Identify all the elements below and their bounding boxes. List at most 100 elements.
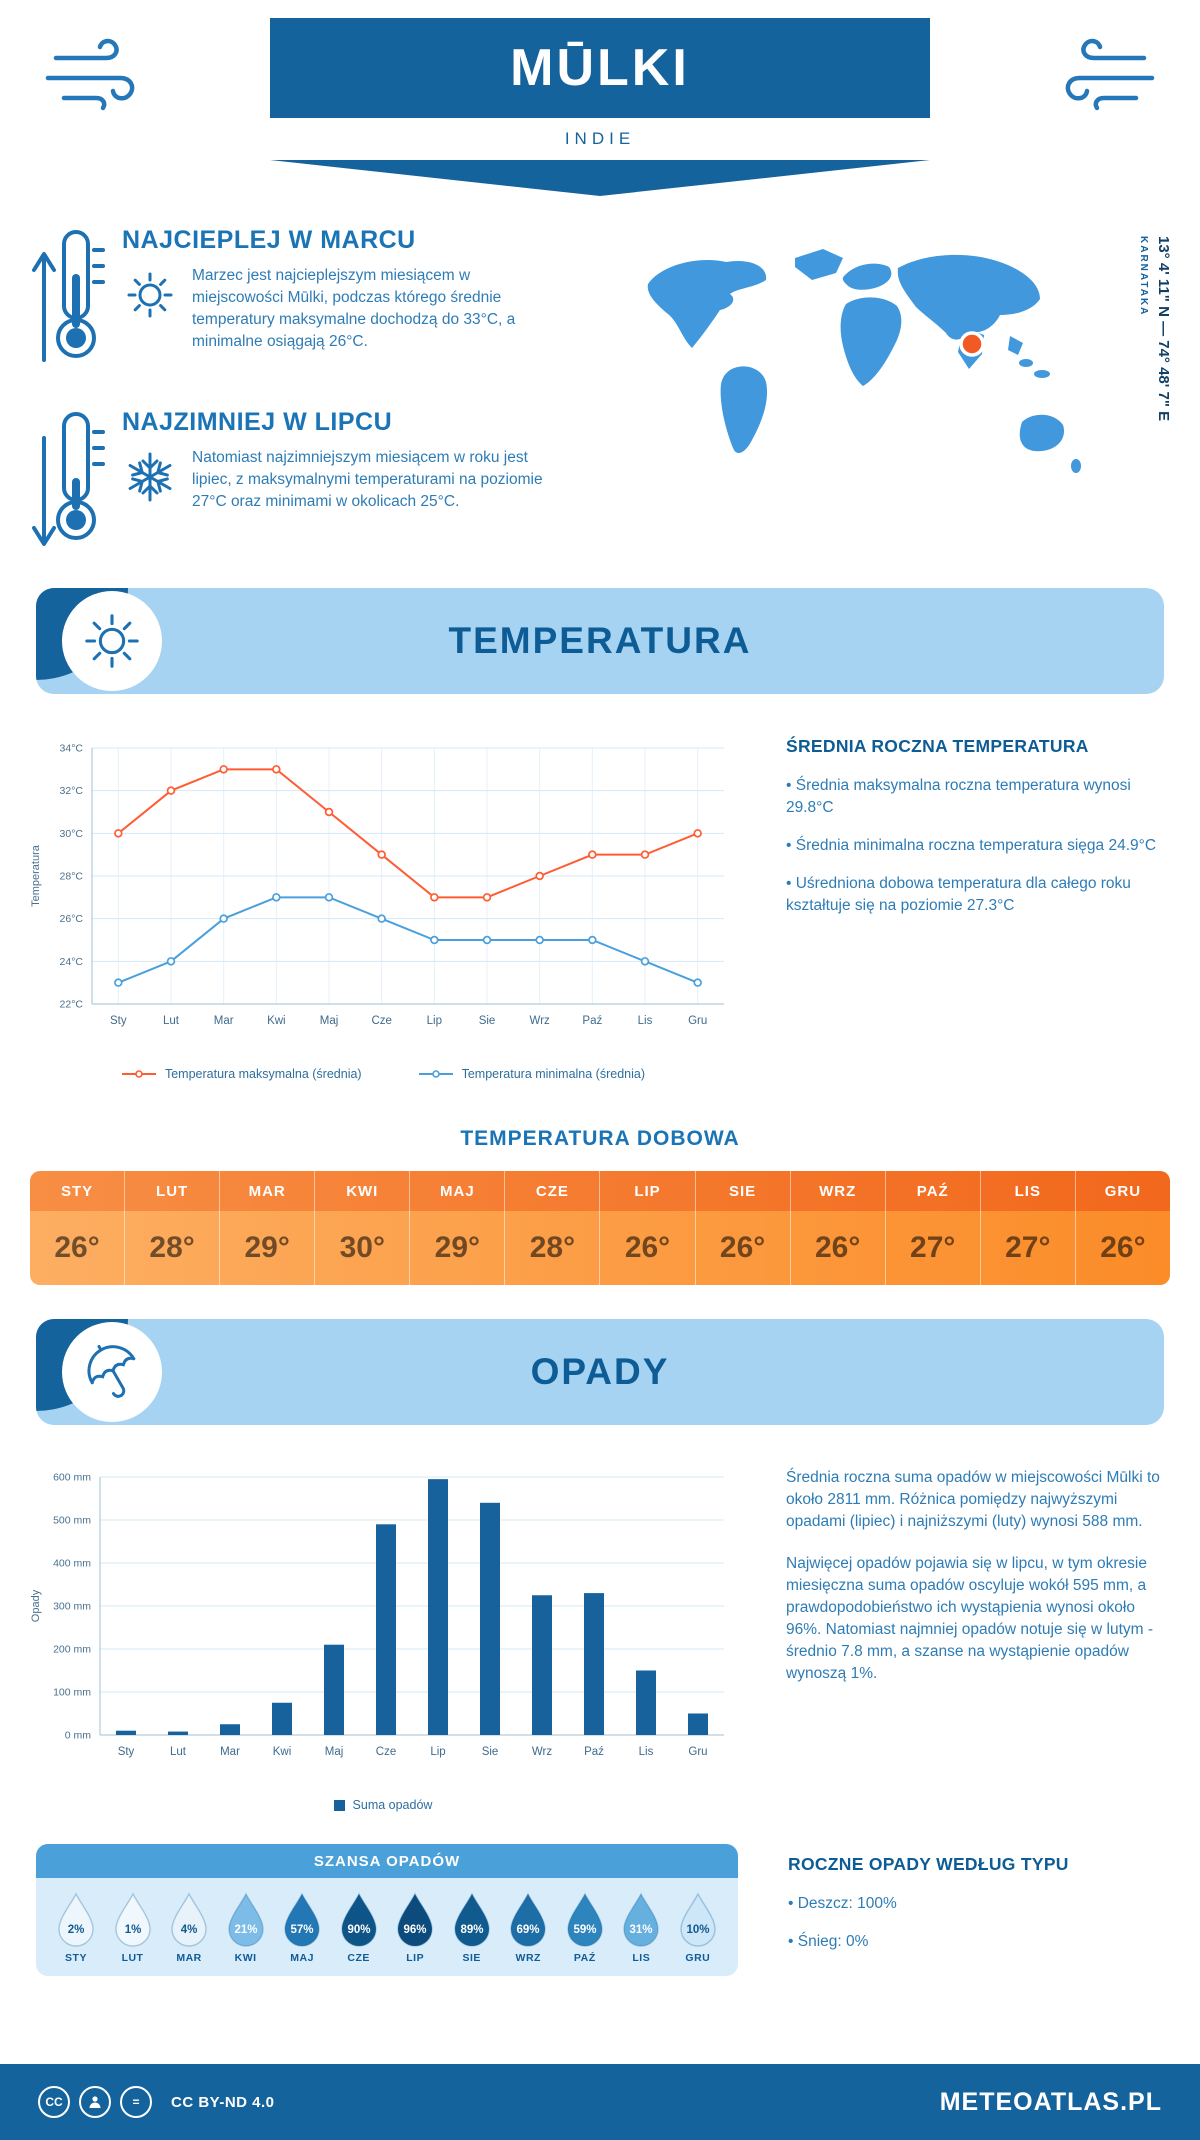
legend-item: Suma opadów [333,1798,432,1812]
precipitation-paragraph: Średnia roczna suma opadów w miejscowośc… [786,1469,1160,1530]
svg-text:57%: 57% [291,1924,314,1936]
svg-text:90%: 90% [347,1924,370,1936]
svg-text:34°C: 34°C [60,743,84,755]
svg-text:Sie: Sie [482,1746,499,1758]
license-block: CC = CC BY-ND 4.0 [38,2086,275,2118]
precip-chance-item: 96% LIP [389,1892,441,1964]
chance-month-label: KWI [234,1952,257,1964]
month-header: GRU [1074,1171,1170,1211]
coldest-month-block: NAJZIMNIEJ W LIPCU [30,404,600,554]
temperature-banner: TEMPERATURA [36,588,1164,694]
page-subtitle: INDIE [564,129,636,148]
daily-temperature-table: STY LUT MAR KWI MAJ CZE LIP SIE WRZ PAŹ LIS GRU 26° 2… [30,1171,1170,1285]
raindrop-icon: 69% [510,1892,546,1947]
precipitation-chart-legend: Suma opadów [26,1798,740,1812]
raindrop-icon: 31% [623,1892,660,1947]
svg-text:Paź: Paź [582,1015,602,1027]
precip-chance-heading: SZANSA OPADÓW [36,1844,738,1878]
chance-month-label: SIE [462,1952,481,1964]
svg-text:Sie: Sie [479,1015,496,1027]
cc-by-person-icon [79,2086,111,2118]
svg-text:Cze: Cze [376,1746,396,1758]
svg-text:30°C: 30°C [60,828,84,840]
precip-chance-item: 10% GRU [672,1892,724,1964]
svg-text:Cze: Cze [371,1015,391,1027]
svg-text:Wrz: Wrz [532,1746,552,1758]
stat-item: Średnia maksymalna roczna temperatura wy… [786,775,1160,819]
sun-badge [62,591,162,691]
month-header: CZE [504,1171,599,1211]
rain-type-list: Deszcz: 100% Śnieg: 0% [788,1893,1160,1953]
month-header: KWI [314,1171,409,1211]
svg-text:200 mm: 200 mm [53,1644,91,1656]
precipitation-content: 0 mm 100 mm 200 mm 300 mm 400 mm 500 mm 600 mm… [0,1425,1200,1812]
raindrop-icon: 59% [567,1892,603,1947]
temperature-stats: ŚREDNIA ROCZNA TEMPERATURA Średnia maksy… [740,732,1160,1081]
sun-icon [127,272,173,318]
temperature-chart-legend: Temperatura maksymalna (średnia) Temperat… [26,1067,740,1081]
svg-text:Sty: Sty [110,1015,127,1027]
svg-text:26°C: 26°C [60,913,84,925]
header: MŪLKI INDIE [270,0,930,196]
svg-text:59%: 59% [573,1924,596,1936]
stat-item: Uśredniona dobowa temperatura dla całego… [786,873,1160,917]
svg-text:22°C: 22°C [60,999,84,1011]
rain-type-item: Śnieg: 0% [788,1931,1160,1953]
svg-text:0 mm: 0 mm [65,1730,92,1742]
precip-chance-panel: SZANSA OPADÓW 2% STY 1% LUT 4% MAR 21% KWI 57% MA… [36,1844,738,1976]
temperature-value: 30° [314,1211,409,1285]
precip-chance-item: 90% CZE [333,1892,385,1964]
temperature-stats-heading: ŚREDNIA ROCZNA TEMPERATURA [786,736,1089,756]
svg-text:Wrz: Wrz [530,1015,550,1027]
wind-icon [45,38,135,111]
intro-section: NAJCIEPLEJ W MARCU Marzec jest najci [0,196,1200,554]
raindrop-icon: 21% [227,1892,264,1947]
precip-chance-item: 89% SIE [446,1892,498,1964]
month-header: STY [60,1182,94,1200]
daily-table-header: STY LUT MAR KWI MAJ CZE LIP SIE WRZ PAŹ LIS GRU [30,1171,1170,1211]
license-label: CC BY-ND 4.0 [171,2093,275,2111]
svg-text:Lis: Lis [639,1746,654,1758]
precip-chance-item: 59% PAŹ [559,1892,611,1964]
svg-text:Lip: Lip [427,1015,442,1027]
svg-text:500 mm: 500 mm [53,1515,91,1527]
svg-text:Temperatura: Temperatura [30,844,42,907]
coldest-heading: NAJZIMNIEJ W LIPCU [122,408,393,436]
footer: CC = CC BY-ND 4.0 METEOATLAS.PL [0,2064,1200,2140]
chance-month-label: MAJ [290,1952,314,1964]
chance-month-label: WRZ [515,1952,541,1964]
intro-text-column: NAJCIEPLEJ W MARCU Marzec jest najci [30,222,600,554]
person-icon [89,2096,101,2108]
sun-icon [85,614,139,668]
header-subbanner: INDIE [270,118,930,160]
svg-text:2%: 2% [68,1924,85,1936]
snowflake-icon [128,452,172,502]
precip-chance-item: 4% MAR [163,1892,215,1964]
chance-month-label: MAR [176,1952,202,1964]
precip-chance-item: 21% KWI [220,1892,272,1964]
raindrop-icon: 96% [397,1892,433,1947]
svg-text:Lut: Lut [170,1746,187,1758]
world-map: KARNATAKA 13° 4' 11" N — 74° 48' 7" E [610,222,1172,554]
region-label: KARNATAKA [1138,236,1149,317]
svg-text:Paź: Paź [584,1746,604,1758]
svg-text:Sty: Sty [118,1746,135,1758]
temperature-value: 26° [54,1231,100,1264]
raindrop-icon: 57% [284,1892,320,1947]
temperature-section-title: TEMPERATURA [448,620,752,661]
month-header: MAJ [409,1171,504,1211]
svg-text:Lip: Lip [430,1746,445,1758]
svg-text:Gru: Gru [688,1015,707,1027]
site-name: METEOATLAS.PL [939,2087,1162,2116]
svg-text:24°C: 24°C [60,956,84,968]
svg-text:Mar: Mar [220,1746,240,1758]
precipitation-chart: 0 mm 100 mm 200 mm 300 mm 400 mm 500 mm 600 mm… [30,1472,724,1758]
temperature-value: 27° [884,1211,980,1285]
coldest-paragraph: Natomiast najzimniejszym miesiącem w rok… [192,449,543,510]
thermometer-down-icon [32,412,105,546]
svg-text:69%: 69% [517,1924,540,1936]
svg-text:100 mm: 100 mm [53,1687,91,1699]
svg-text:Maj: Maj [320,1015,339,1027]
temperature-chart: 22°C 24°C 26°C 28°C 30°C 32°C 34°C Sty Lut Mar Kwi… [30,743,724,1027]
